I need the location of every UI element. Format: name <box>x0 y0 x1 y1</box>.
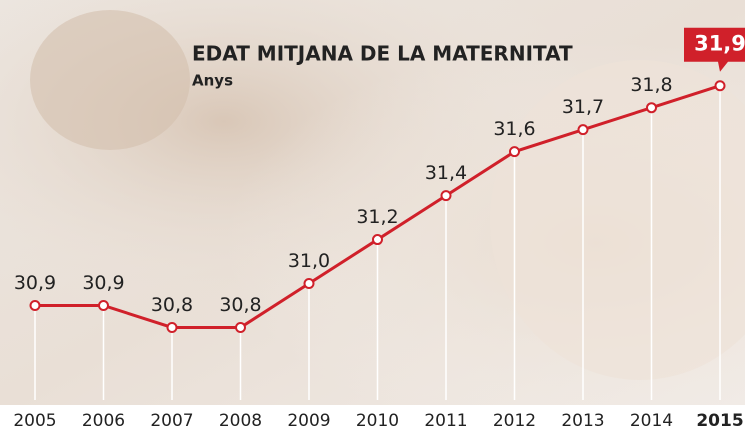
point <box>716 81 725 90</box>
x-tick-label: 2014 <box>630 411 673 431</box>
value-label: 31,0 <box>288 250 330 272</box>
point <box>442 191 451 200</box>
value-label: 30,9 <box>82 272 124 294</box>
x-tick-label: 2006 <box>82 411 125 431</box>
point <box>373 235 382 244</box>
value-label: 31,7 <box>562 96 604 118</box>
value-label: 31,6 <box>493 118 535 140</box>
x-tick-label: 2015 <box>696 411 743 431</box>
photo-shape <box>30 10 190 150</box>
x-tick-label: 2013 <box>561 411 604 431</box>
x-tick-label: 2007 <box>150 411 193 431</box>
value-label: 31,9 <box>694 32 745 56</box>
value-label: 30,9 <box>14 272 56 294</box>
value-label: 30,8 <box>219 294 261 316</box>
x-tick-label: 2008 <box>219 411 262 431</box>
chart: EDAT MITJANA DE LA MATERNITAT Anys 30,9 2… <box>0 0 745 433</box>
chart-title: EDAT MITJANA DE LA MATERNITAT <box>192 42 573 66</box>
x-tick-label: 2005 <box>13 411 56 431</box>
point <box>31 301 40 310</box>
x-tick-label: 2010 <box>356 411 399 431</box>
value-label: 30,8 <box>151 294 193 316</box>
point <box>647 103 656 112</box>
point <box>99 301 108 310</box>
x-tick-label: 2009 <box>287 411 330 431</box>
point <box>305 279 314 288</box>
point <box>236 323 245 332</box>
chart-subtitle: Anys <box>192 72 233 90</box>
x-tick-label: 2012 <box>493 411 536 431</box>
value-label: 31,8 <box>630 74 672 96</box>
x-tick-label: 2011 <box>424 411 467 431</box>
point <box>168 323 177 332</box>
point <box>579 125 588 134</box>
value-label: 31,4 <box>425 162 467 184</box>
point <box>510 147 519 156</box>
value-label: 31,2 <box>356 206 398 228</box>
